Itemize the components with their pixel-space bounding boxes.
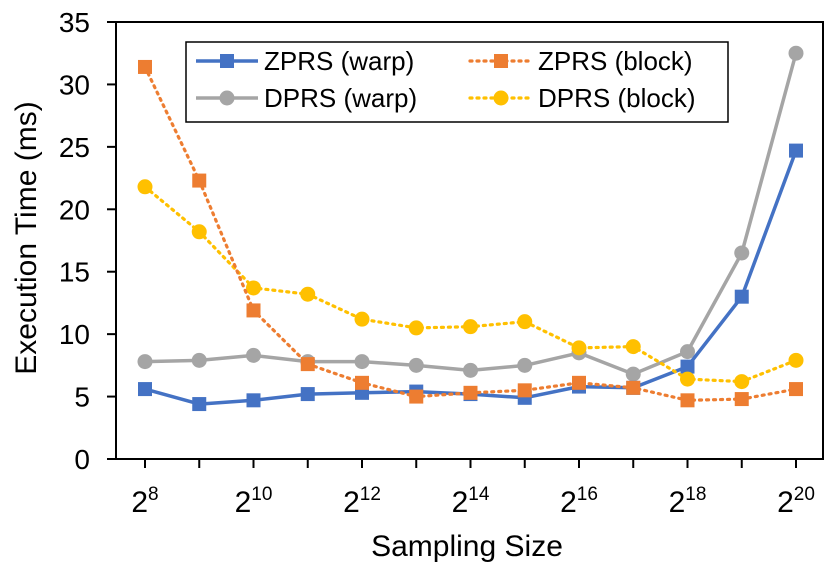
y-axis-title: Execution Time (ms) bbox=[10, 101, 43, 374]
x-tick-exponent: 12 bbox=[360, 484, 381, 505]
legend: ZPRS (warp) ZPRS (block) DPRS (warp) DPRS (… bbox=[185, 41, 729, 123]
x-tick-label: 216 bbox=[560, 484, 598, 519]
data-point-circle bbox=[463, 319, 478, 335]
x-tick-label: 220 bbox=[777, 484, 815, 519]
x-tick-exponent: 14 bbox=[468, 484, 490, 505]
data-point-square bbox=[138, 382, 152, 397]
x-tick-base: 2 bbox=[235, 486, 252, 519]
y-tick-label: 5 bbox=[74, 382, 90, 413]
data-point-square bbox=[463, 385, 478, 400]
x-tick-base: 2 bbox=[131, 486, 148, 519]
data-point-circle bbox=[463, 362, 478, 378]
data-point-circle bbox=[734, 374, 750, 390]
x-tick-base: 2 bbox=[452, 486, 469, 519]
data-point-square bbox=[626, 380, 641, 395]
data-point-square bbox=[680, 393, 695, 408]
data-point-circle bbox=[246, 347, 261, 363]
data-point-square bbox=[734, 289, 749, 304]
x-tick-exponent: 10 bbox=[251, 484, 272, 505]
legend-marker-square bbox=[494, 54, 508, 68]
legend-marker-square bbox=[220, 54, 234, 68]
legend-item: DPRS (block) bbox=[468, 83, 695, 113]
x-tick-label: 210 bbox=[235, 484, 273, 519]
y-axis: 0 5 10 15 20 25 30 35 bbox=[59, 7, 116, 475]
series-dprs-block bbox=[137, 179, 804, 390]
x-tick-label: 28 bbox=[131, 484, 158, 519]
data-point-square bbox=[572, 375, 586, 390]
data-point-square bbox=[300, 357, 315, 372]
data-point-circle bbox=[408, 320, 424, 336]
x-tick-exponent: 8 bbox=[148, 484, 159, 505]
data-point-square bbox=[192, 397, 207, 412]
y-tick-label: 0 bbox=[74, 444, 90, 475]
data-point-circle bbox=[571, 340, 587, 356]
x-tick-exponent: 18 bbox=[685, 484, 706, 505]
series-layer bbox=[137, 45, 804, 412]
x-tick-base: 2 bbox=[777, 486, 794, 519]
legend-item: ZPRS (warp) bbox=[196, 46, 414, 76]
data-point-square bbox=[680, 359, 695, 374]
data-point-circle bbox=[625, 339, 641, 355]
legend-marker-circle bbox=[493, 90, 509, 106]
data-point-circle bbox=[517, 314, 533, 330]
data-point-square bbox=[355, 375, 369, 390]
data-point-square bbox=[246, 393, 261, 408]
x-tick-exponent: 20 bbox=[794, 484, 815, 505]
data-point-square bbox=[138, 59, 152, 74]
data-point-circle bbox=[680, 371, 695, 387]
data-point-square bbox=[789, 143, 803, 158]
x-tick-exponent: 16 bbox=[577, 484, 598, 505]
x-axis: 28 210 212 214 216 218 220 bbox=[131, 459, 815, 519]
legend-marker-circle bbox=[219, 90, 235, 106]
y-tick-label: 25 bbox=[59, 132, 90, 163]
series-zprs-block bbox=[138, 59, 803, 408]
data-point-circle bbox=[137, 354, 153, 370]
legend-box bbox=[185, 41, 729, 123]
data-point-circle bbox=[137, 179, 153, 195]
x-tick-base: 2 bbox=[343, 486, 360, 519]
data-point-square bbox=[192, 173, 207, 188]
data-point-circle bbox=[300, 286, 316, 302]
data-point-square bbox=[246, 303, 261, 318]
x-tick-base: 2 bbox=[669, 486, 686, 519]
data-point-circle bbox=[191, 224, 207, 240]
data-point-circle bbox=[788, 45, 804, 61]
x-tick-base: 2 bbox=[560, 486, 577, 519]
legend-label: DPRS (warp) bbox=[264, 83, 417, 113]
data-point-square bbox=[300, 387, 315, 402]
x-tick-label: 214 bbox=[452, 484, 490, 519]
legend-item: ZPRS (block) bbox=[468, 46, 693, 76]
x-tick-label: 218 bbox=[669, 484, 707, 519]
y-tick-label: 35 bbox=[59, 7, 90, 38]
data-point-circle bbox=[680, 344, 695, 360]
legend-label: ZPRS (warp) bbox=[264, 46, 414, 76]
x-tick-label: 212 bbox=[343, 484, 381, 519]
data-point-circle bbox=[246, 280, 261, 296]
data-point-circle bbox=[354, 354, 370, 370]
x-axis-title: Sampling Size bbox=[371, 530, 563, 563]
y-tick-label: 10 bbox=[59, 319, 90, 350]
data-point-circle bbox=[191, 352, 207, 368]
data-point-square bbox=[517, 383, 532, 398]
y-tick-label: 15 bbox=[59, 257, 90, 288]
data-point-circle bbox=[354, 311, 370, 327]
legend-item: DPRS (warp) bbox=[196, 83, 417, 113]
y-tick-label: 30 bbox=[59, 69, 90, 100]
data-point-circle bbox=[625, 366, 641, 382]
data-point-circle bbox=[408, 357, 424, 373]
y-tick-label: 20 bbox=[59, 194, 90, 225]
data-point-square bbox=[789, 382, 803, 397]
data-point-circle bbox=[734, 245, 750, 261]
data-point-square bbox=[409, 389, 424, 404]
data-point-circle bbox=[788, 352, 804, 368]
data-point-square bbox=[734, 392, 749, 407]
legend-label: DPRS (block) bbox=[538, 83, 695, 113]
legend-label: ZPRS (block) bbox=[538, 46, 693, 76]
data-point-circle bbox=[517, 357, 533, 373]
